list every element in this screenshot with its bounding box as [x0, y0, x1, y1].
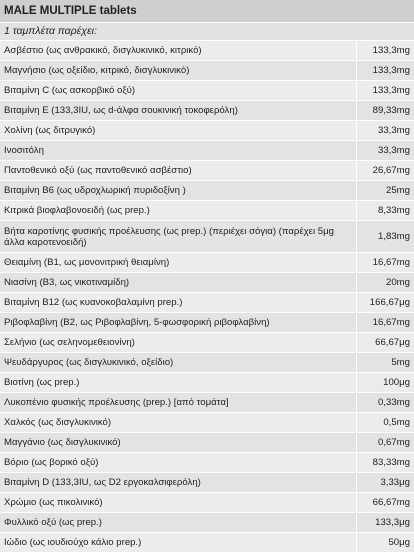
table-row: Ψευδάργυρος (ως δισγλυκινικό, οξείδιο) 5m…	[0, 352, 414, 373]
table-row: Βιταμίνη D (133,3IU, ως D2 εργοκαλσιφερό…	[0, 472, 414, 493]
nutrient-amount: 133,3mg	[355, 60, 414, 81]
nutrient-amount: 33,3mg	[355, 120, 414, 141]
nutrient-name: Χολίνη (ως διτρυγικό)	[0, 120, 356, 141]
table-row: Θειαμίνη (Β1, ως μονονιτρική θειαμίνη) 16…	[0, 252, 414, 273]
nutrient-name: Σελήνιο (ως σεληνομεθειονίνη)	[0, 332, 356, 353]
table-row: Ιώδιο (ως ιουδιούχο κάλιο prep.) 50μg	[0, 532, 414, 553]
nutrient-name: Βιοτίνη (ως prep.)	[0, 372, 356, 393]
nutrient-amount: 33,3mg	[355, 140, 414, 161]
nutrient-name: Ιώδιο (ως ιουδιούχο κάλιο prep.)	[0, 532, 356, 553]
nutrient-table: Ασβέστιο (ως ανθρακικό, δισγλυκινικό, κι…	[0, 41, 414, 553]
nutrient-name: Βόριο (ως βορικό οξύ)	[0, 452, 356, 473]
nutrient-amount: 166,67μg	[355, 292, 414, 313]
nutrient-name: Βιταμίνη Β12 (ως κυανοκοβαλαμίνη prep.)	[0, 292, 356, 313]
nutrient-amount: 0,67mg	[355, 432, 414, 453]
nutrient-name: Κιτρικά βιοφλαβονοειδή (ως prep.)	[0, 200, 356, 221]
nutrient-name: Νιασίνη (Β3, ως νικοτιναμίδη)	[0, 272, 356, 293]
nutrient-amount: 89,33mg	[355, 100, 414, 121]
nutrient-amount: 26,67mg	[355, 160, 414, 181]
nutrient-name: Χαλκός (ως δισγλυκινικό)	[0, 412, 356, 433]
nutrient-name: Λυκοπένιο φυσικής προέλευσης (prep.) [απ…	[0, 392, 356, 413]
nutrient-amount: 50μg	[355, 532, 414, 553]
serving-subtitle: 1 ταμπλέτα παρέχει:	[0, 23, 414, 41]
nutrient-name: Βιταμίνη Ε (133,3IU, ως d-άλφα σουκινική…	[0, 100, 356, 121]
table-row: Βιταμίνη Β12 (ως κυανοκοβαλαμίνη prep.) 1…	[0, 292, 414, 313]
table-row: Βήτα καροτίνης φυσικής προέλευσης (ως pr…	[0, 220, 414, 253]
table-row: Σελήνιο (ως σεληνομεθειονίνη) 66,67μg	[0, 332, 414, 353]
nutrient-name: Μαγνήσιο (ως οξείδιο, κιτρικό, δισγλυκιν…	[0, 60, 356, 81]
product-title: MALE MULTIPLE tablets	[0, 0, 414, 23]
table-row: Βιοτίνη (ως prep.) 100μg	[0, 372, 414, 393]
nutrient-amount: 3,33μg	[355, 472, 414, 493]
nutrient-name: Ασβέστιο (ως ανθρακικό, δισγλυκινικό, κι…	[0, 41, 356, 61]
nutrient-amount: 5mg	[355, 352, 414, 373]
nutrient-name: Βιταμίνη C (ως ασκορβικό οξύ)	[0, 80, 356, 101]
table-row: Βόριο (ως βορικό οξύ) 83,33mg	[0, 452, 414, 473]
nutrient-name: Βήτα καροτίνης φυσικής προέλευσης (ως pr…	[0, 220, 356, 253]
nutrient-name: Φυλλικό οξύ (ως prep.)	[0, 512, 356, 533]
nutrient-amount: 8,33mg	[355, 200, 414, 221]
table-row: Ινοσιτόλη 33,3mg	[0, 140, 414, 161]
nutrient-amount: 25mg	[355, 180, 414, 201]
nutrient-name: Ριβοφλαβίνη (Β2, ως Ριβοφλαβίνη, 5-φωσφο…	[0, 312, 356, 333]
nutrient-amount: 100μg	[355, 372, 414, 393]
table-row: Ριβοφλαβίνη (Β2, ως Ριβοφλαβίνη, 5-φωσφο…	[0, 312, 414, 333]
table-row: Βιταμίνη Β6 (ως υδροχλωρική πυριδοξίνη )…	[0, 180, 414, 201]
nutrient-amount: 66,67μg	[355, 332, 414, 353]
nutrient-amount: 1,83mg	[355, 220, 414, 253]
table-row: Βιταμίνη C (ως ασκορβικό οξύ) 133,3mg	[0, 80, 414, 101]
nutrient-name: Χρώμιο (ως πικολινικό)	[0, 492, 356, 513]
table-row: Κιτρικά βιοφλαβονοειδή (ως prep.) 8,33mg	[0, 200, 414, 221]
table-row: Νιασίνη (Β3, ως νικοτιναμίδη) 20mg	[0, 272, 414, 293]
table-row: Ασβέστιο (ως ανθρακικό, δισγλυκινικό, κι…	[0, 41, 414, 61]
nutrient-name: Ψευδάργυρος (ως δισγλυκινικό, οξείδιο)	[0, 352, 356, 373]
nutrient-name: Βιταμίνη D (133,3IU, ως D2 εργοκαλσιφερό…	[0, 472, 356, 493]
nutrient-name: Ινοσιτόλη	[0, 140, 356, 161]
table-row: Λυκοπένιο φυσικής προέλευσης (prep.) [απ…	[0, 392, 414, 413]
nutrient-amount: 133,3μg	[355, 512, 414, 533]
nutrient-amount: 83,33mg	[355, 452, 414, 473]
table-row: Μαγγάνιο (ως δισγλυκινικό) 0,67mg	[0, 432, 414, 453]
nutrient-amount: 0,5mg	[355, 412, 414, 433]
table-row: Χαλκός (ως δισγλυκινικό) 0,5mg	[0, 412, 414, 433]
nutrient-amount: 20mg	[355, 272, 414, 293]
nutrient-name: Μαγγάνιο (ως δισγλυκινικό)	[0, 432, 356, 453]
nutrient-amount: 133,3mg	[355, 41, 414, 61]
nutrient-table-body: Ασβέστιο (ως ανθρακικό, δισγλυκινικό, κι…	[0, 41, 414, 553]
table-row: Χολίνη (ως διτρυγικό) 33,3mg	[0, 120, 414, 141]
nutrient-name: Θειαμίνη (Β1, ως μονονιτρική θειαμίνη)	[0, 252, 356, 273]
nutrient-amount: 16,67mg	[355, 312, 414, 333]
nutrient-amount: 16,67mg	[355, 252, 414, 273]
nutrient-amount: 0,33mg	[355, 392, 414, 413]
table-row: Παντοθενικό οξύ (ως παντοθενικό ασβέστιο…	[0, 160, 414, 181]
nutrient-amount: 66,67mg	[355, 492, 414, 513]
nutrient-name: Βιταμίνη Β6 (ως υδροχλωρική πυριδοξίνη )	[0, 180, 356, 201]
table-row: Φυλλικό οξύ (ως prep.) 133,3μg	[0, 512, 414, 533]
table-row: Χρώμιο (ως πικολινικό) 66,67mg	[0, 492, 414, 513]
table-row: Μαγνήσιο (ως οξείδιο, κιτρικό, δισγλυκιν…	[0, 60, 414, 81]
table-row: Βιταμίνη Ε (133,3IU, ως d-άλφα σουκινική…	[0, 100, 414, 121]
nutrient-amount: 133,3mg	[355, 80, 414, 101]
nutrient-name: Παντοθενικό οξύ (ως παντοθενικό ασβέστιο…	[0, 160, 356, 181]
